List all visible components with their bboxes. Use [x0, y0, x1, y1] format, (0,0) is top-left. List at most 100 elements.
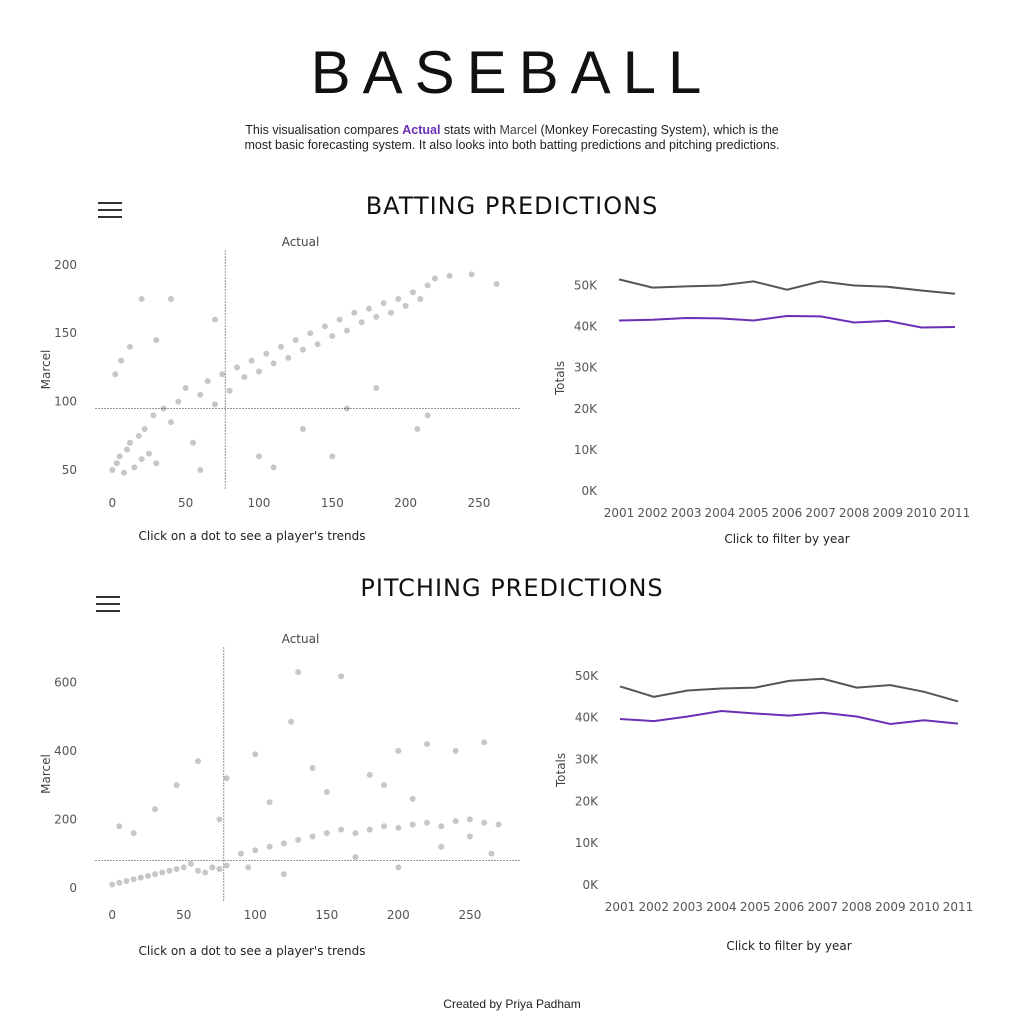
scatter-point[interactable]: [180, 864, 187, 871]
scatter-point[interactable]: [118, 357, 125, 364]
scatter-point[interactable]: [112, 371, 119, 378]
scatter-point[interactable]: [219, 371, 226, 378]
x-tick-label[interactable]: 2004: [705, 506, 736, 520]
scatter-point[interactable]: [321, 323, 328, 330]
scatter-point[interactable]: [280, 840, 287, 847]
x-tick-label[interactable]: 2008: [841, 900, 872, 914]
scatter-point[interactable]: [343, 405, 350, 412]
scatter-point[interactable]: [195, 758, 202, 765]
scatter-point[interactable]: [270, 360, 277, 367]
scatter-point[interactable]: [116, 823, 123, 830]
scatter-point[interactable]: [493, 280, 500, 287]
scatter-point[interactable]: [424, 282, 431, 289]
scatter-point[interactable]: [366, 826, 373, 833]
actual-series-line[interactable]: [618, 314, 956, 329]
scatter-point[interactable]: [423, 819, 430, 826]
scatter-point[interactable]: [438, 843, 445, 850]
marcel-series-line[interactable]: [619, 677, 959, 703]
scatter-point[interactable]: [309, 833, 316, 840]
scatter-point[interactable]: [338, 673, 345, 680]
scatter-point[interactable]: [373, 384, 380, 391]
scatter-point[interactable]: [423, 741, 430, 748]
scatter-point[interactable]: [187, 860, 194, 867]
scatter-point[interactable]: [123, 446, 130, 453]
scatter-point[interactable]: [255, 453, 262, 460]
scatter-point[interactable]: [204, 378, 211, 385]
scatter-point[interactable]: [137, 874, 144, 881]
scatter-point[interactable]: [266, 843, 273, 850]
scatter-point[interactable]: [109, 467, 116, 474]
scatter-point[interactable]: [216, 866, 223, 873]
scatter-point[interactable]: [343, 327, 350, 334]
scatter-point[interactable]: [452, 747, 459, 754]
scatter-point[interactable]: [197, 391, 204, 398]
scatter-point[interactable]: [417, 296, 424, 303]
scatter-point[interactable]: [248, 357, 255, 364]
scatter-point[interactable]: [409, 289, 416, 296]
scatter-point[interactable]: [144, 872, 151, 879]
scatter-point[interactable]: [152, 806, 159, 813]
scatter-point[interactable]: [167, 419, 174, 426]
scatter-point[interactable]: [266, 799, 273, 806]
scatter-point[interactable]: [173, 866, 180, 873]
scatter-point[interactable]: [173, 782, 180, 789]
scatter-point[interactable]: [395, 864, 402, 871]
scatter-point[interactable]: [431, 275, 438, 282]
marcel-series-line[interactable]: [618, 278, 956, 295]
hamburger-menu-icon[interactable]: [98, 202, 122, 220]
scatter-point[interactable]: [299, 346, 306, 353]
scatter-point[interactable]: [288, 718, 295, 725]
scatter-point[interactable]: [197, 467, 204, 474]
x-tick-label[interactable]: 2003: [671, 506, 702, 520]
x-tick-label[interactable]: 2003: [672, 900, 703, 914]
scatter-point[interactable]: [211, 401, 218, 408]
scatter-point[interactable]: [189, 439, 196, 446]
scatter-point[interactable]: [381, 823, 388, 830]
x-tick-label[interactable]: 2005: [740, 900, 771, 914]
scatter-point[interactable]: [438, 823, 445, 830]
scatter-point[interactable]: [223, 775, 230, 782]
scatter-point[interactable]: [195, 867, 202, 874]
scatter-point[interactable]: [226, 387, 233, 394]
scatter-point[interactable]: [446, 272, 453, 279]
scatter-point[interactable]: [135, 432, 142, 439]
scatter-point[interactable]: [211, 316, 218, 323]
x-tick-label[interactable]: 2005: [738, 506, 769, 520]
scatter-point[interactable]: [130, 830, 137, 837]
scatter-point[interactable]: [295, 669, 302, 676]
x-tick-label[interactable]: 2002: [639, 900, 670, 914]
scatter-point[interactable]: [409, 821, 416, 828]
scatter-point[interactable]: [138, 296, 145, 303]
scatter-point[interactable]: [402, 302, 409, 309]
scatter-point[interactable]: [358, 319, 365, 326]
scatter-point[interactable]: [150, 412, 157, 419]
scatter-point[interactable]: [468, 271, 475, 278]
x-tick-label[interactable]: 2010: [909, 900, 940, 914]
scatter-point[interactable]: [292, 337, 299, 344]
scatter-point[interactable]: [237, 850, 244, 857]
scatter-point[interactable]: [309, 765, 316, 772]
scatter-point[interactable]: [116, 879, 123, 886]
x-tick-label[interactable]: 2011: [940, 506, 971, 520]
scatter-point[interactable]: [314, 341, 321, 348]
x-tick-label[interactable]: 2002: [637, 506, 668, 520]
scatter-point[interactable]: [167, 296, 174, 303]
scatter-point[interactable]: [338, 826, 345, 833]
scatter-point[interactable]: [241, 374, 248, 381]
scatter-point[interactable]: [285, 354, 292, 361]
scatter-point[interactable]: [153, 337, 160, 344]
x-tick-label[interactable]: 2010: [906, 506, 937, 520]
scatter-point[interactable]: [488, 850, 495, 857]
scatter-point[interactable]: [223, 862, 230, 869]
scatter-point[interactable]: [395, 296, 402, 303]
scatter-point[interactable]: [387, 309, 394, 316]
scatter-point[interactable]: [202, 869, 209, 876]
scatter-point[interactable]: [270, 464, 277, 471]
scatter-point[interactable]: [336, 316, 343, 323]
scatter-point[interactable]: [131, 464, 138, 471]
scatter-point[interactable]: [153, 460, 160, 467]
scatter-point[interactable]: [126, 439, 133, 446]
scatter-point[interactable]: [381, 782, 388, 789]
